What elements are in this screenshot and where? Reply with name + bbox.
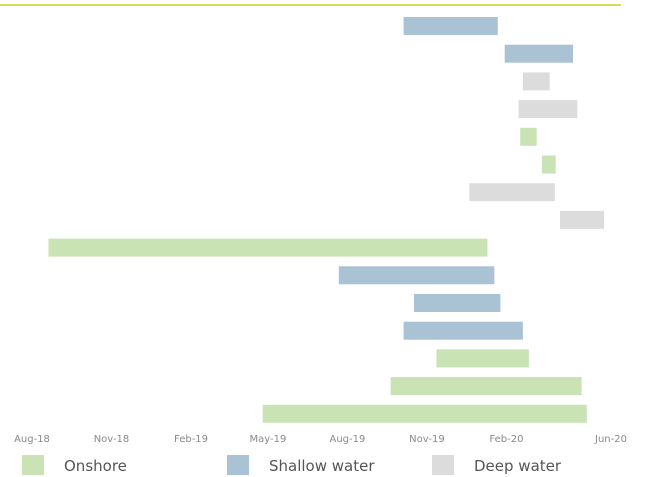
x-tick-label: Aug-19 xyxy=(330,434,366,445)
x-tick-label: Nov-19 xyxy=(409,434,445,445)
bar-10 xyxy=(338,266,495,285)
bar-2 xyxy=(504,44,573,63)
bar-9 xyxy=(48,238,488,257)
legend: Onshore Shallow water Deep water xyxy=(22,455,562,475)
bar-5 xyxy=(520,127,537,146)
bar-15 xyxy=(262,404,587,423)
bar-12 xyxy=(403,321,523,340)
legend-label: Onshore xyxy=(64,457,127,475)
legend-swatch xyxy=(227,455,249,475)
legend-label: Shallow water xyxy=(269,457,375,475)
x-tick-label: Feb-20 xyxy=(489,434,523,445)
legend-swatch xyxy=(432,455,454,475)
bars-layer xyxy=(48,17,605,423)
x-tick-label: Feb-19 xyxy=(174,434,208,445)
x-tick-label: May-19 xyxy=(249,434,286,445)
x-tick-label: Nov-18 xyxy=(94,434,130,445)
bar-6 xyxy=(541,155,556,174)
x-tick-label: Jun-20 xyxy=(594,434,627,445)
x-axis-tick-labels: Aug-18 Nov-18 Feb-19 May-19 Aug-19 Nov-19 Feb-… xyxy=(14,434,627,445)
bar-1 xyxy=(403,17,498,35)
bar-8 xyxy=(560,210,605,229)
x-tick-label: Aug-18 xyxy=(14,434,50,445)
bar-14 xyxy=(390,377,582,396)
bar-13 xyxy=(436,349,529,368)
legend-swatch xyxy=(22,455,44,475)
bar-11 xyxy=(413,294,501,312)
bar-4 xyxy=(518,100,578,119)
legend-label: Deep water xyxy=(474,457,562,475)
bar-3 xyxy=(522,72,550,91)
bar-7 xyxy=(469,183,555,202)
